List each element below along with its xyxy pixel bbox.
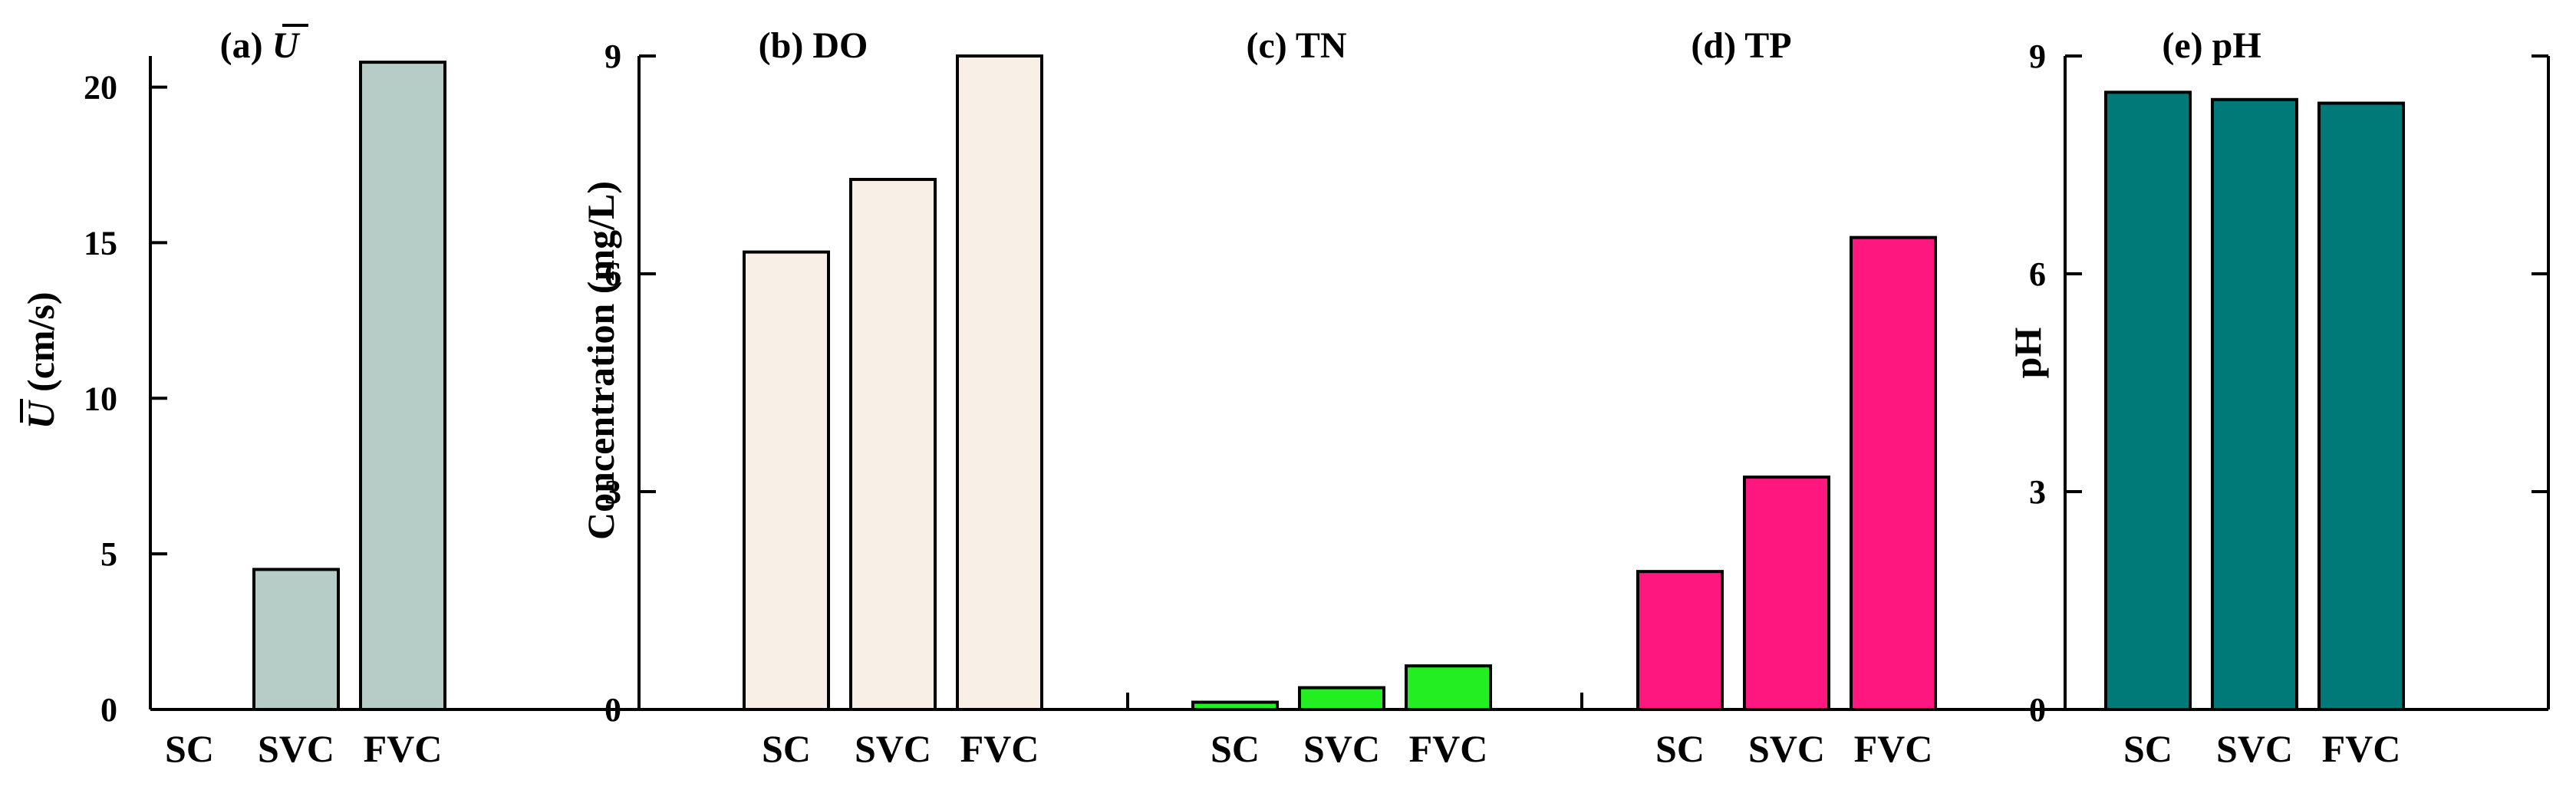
y-tick-label: 5 (100, 535, 117, 573)
bar-fvc (956, 54, 1043, 711)
bar-fvc (359, 61, 446, 712)
y-tick-label: 10 (84, 380, 117, 417)
y-axis-label: Concentration (mg/L) (579, 181, 622, 540)
y-tick-label: 3 (2029, 473, 2046, 511)
bar-sc (1636, 570, 1724, 712)
panel-title: (a) U (220, 25, 301, 66)
category-label-sc: SC (762, 727, 811, 770)
bar-fvc (1850, 235, 1937, 711)
bar-svc (1298, 686, 1385, 711)
bar-fvc (2317, 101, 2405, 712)
category-label-sc: SC (2123, 727, 2172, 770)
y-tick-label: 3 (604, 473, 621, 511)
category-label-fvc: FVC (1409, 727, 1488, 770)
category-label-sc: SC (1211, 727, 1260, 770)
panel-title: (c) TN (1246, 25, 1346, 66)
category-label-svc: SVC (1303, 727, 1380, 770)
category-label-svc: SVC (855, 727, 931, 770)
y-axis-label: U (cm/s) (19, 291, 62, 429)
panel-title: (d) TP (1691, 25, 1791, 66)
y-tick-label: 15 (84, 224, 117, 262)
bars-layer (252, 54, 2405, 712)
category-label-sc: SC (165, 727, 214, 770)
category-label-fvc: FVC (960, 727, 1039, 770)
bar-svc (2211, 97, 2298, 712)
y-tick-label: 9 (604, 38, 621, 75)
category-label-svc: SVC (1748, 727, 1825, 770)
y-tick-label: 20 (84, 69, 117, 107)
y-axis-label: pH (2006, 328, 2049, 379)
bar-fvc (1405, 664, 1492, 712)
y-tick-label: 9 (2029, 38, 2046, 75)
bar-sc (2104, 91, 2192, 712)
bar-svc (1743, 476, 1830, 711)
panel-title-symbol: U (272, 25, 301, 66)
bar-svc (849, 177, 937, 711)
category-label-fvc: FVC (2322, 727, 2401, 770)
category-label-svc: SVC (2216, 727, 2293, 770)
y-tick-label: 0 (100, 691, 117, 729)
y-tick-label: 6 (2029, 255, 2046, 293)
panel-title-text: (a) (220, 25, 272, 66)
bar-sc (743, 250, 830, 712)
axes-layer (149, 54, 2550, 711)
y-axis-label-unit: (cm/s) (19, 291, 62, 401)
category-label-sc: SC (1655, 727, 1705, 770)
bar-svc (252, 568, 340, 712)
y-axis-label-symbol: U (19, 400, 62, 430)
panel-title: (b) DO (759, 25, 868, 66)
category-label-fvc: FVC (1854, 727, 1933, 770)
panel-title: (e) pH (2162, 25, 2261, 66)
category-label-svc: SVC (258, 727, 334, 770)
category-label-fvc: FVC (364, 727, 443, 770)
y-tick-label: 0 (2029, 691, 2046, 729)
y-tick-label: 6 (604, 255, 621, 293)
y-tick-label: 0 (604, 691, 621, 729)
